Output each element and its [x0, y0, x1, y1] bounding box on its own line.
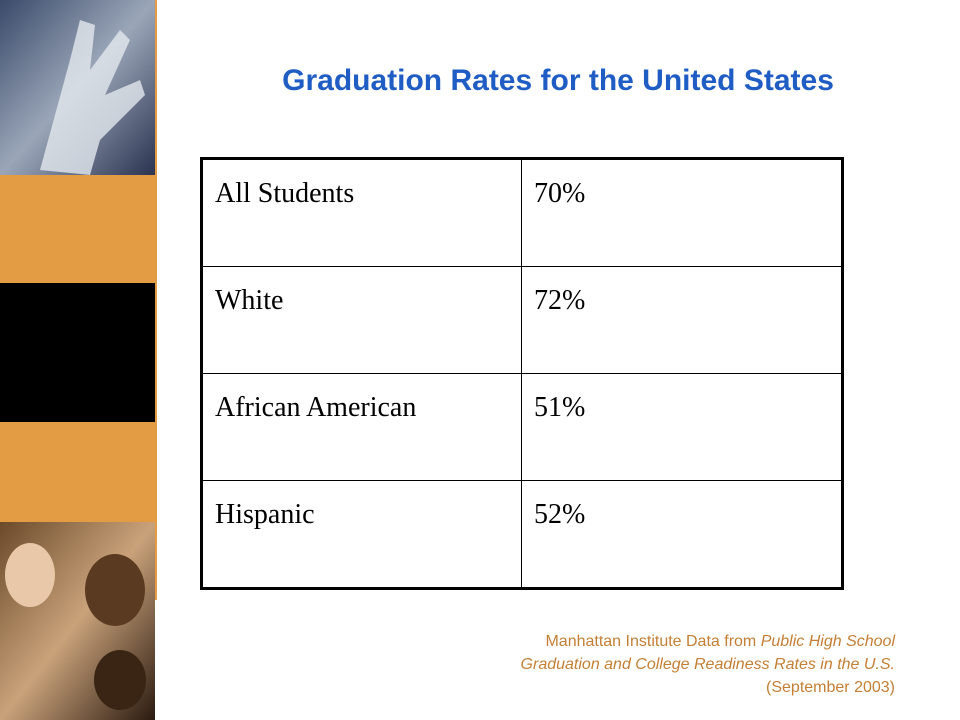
face [85, 554, 145, 626]
group-cell: All Students [201, 158, 522, 267]
rate-cell: 72% [521, 266, 843, 374]
sidebar [0, 0, 155, 720]
source-title: Public High School [760, 633, 895, 650]
slide-title: Graduation Rates for the United States [282, 64, 834, 97]
table-row: African American 51% [201, 373, 843, 481]
rate-cell: 52% [521, 480, 843, 589]
group-cell: White [201, 266, 522, 374]
table-row: All Students 70% [201, 158, 843, 267]
source-title: Graduation and College Readiness Rates i… [520, 656, 895, 673]
orange-block [0, 422, 155, 522]
face [5, 543, 55, 607]
rate-cell: 70% [521, 158, 843, 267]
source-text: Manhattan Institute Data from [545, 633, 757, 650]
table-body: All Students 70% White 72% African American 5… [201, 158, 843, 589]
table-row: Hispanic 52% [201, 480, 843, 589]
table-row: White 72% [201, 266, 843, 374]
face [94, 650, 146, 710]
source-date: (September 2003) [766, 679, 895, 696]
black-block [0, 283, 155, 422]
hand-shape [40, 20, 145, 175]
orange-block [0, 175, 155, 283]
rates-table: All Students 70% White 72% African American 5… [200, 157, 844, 590]
group-cell: Hispanic [201, 480, 522, 589]
source-note: Manhattan Institute Data from Public Hig… [521, 630, 895, 699]
divider [155, 0, 157, 600]
rate-cell: 51% [521, 373, 843, 481]
group-cell: African American [201, 373, 522, 481]
